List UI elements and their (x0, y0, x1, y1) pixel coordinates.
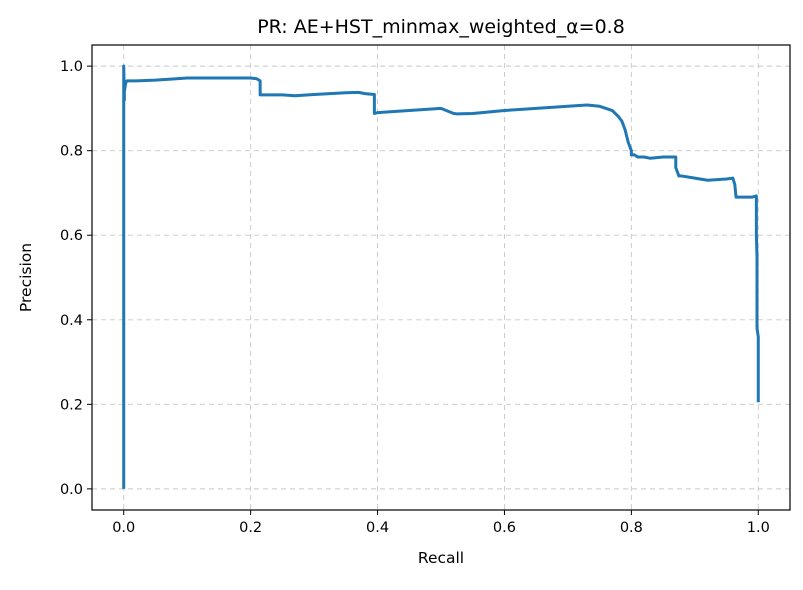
y-tick-label: 0.6 (60, 228, 83, 244)
x-tick-label: 1.0 (747, 520, 770, 536)
x-tick-label: 0.2 (239, 520, 262, 536)
x-tick-label: 0.8 (620, 520, 643, 536)
chart-title: PR: AE+HST_minmax_weighted_α=0.8 (257, 16, 625, 38)
x-tick-label: 0.0 (112, 520, 135, 536)
y-tick-label: 0.8 (60, 144, 83, 160)
y-tick-label: 0.4 (60, 313, 83, 329)
x-tick-label: 0.6 (493, 520, 516, 536)
plot-frame (91, 44, 791, 511)
series-layer (122, 64, 760, 489)
y-axis-label: Precision (17, 243, 35, 312)
ticks-layer: 0.0 0.2 0.4 0.6 0.8 1.0 0.0 0.2 0.4 0.6 0.8 1.0 (60, 59, 770, 536)
x-tick-label: 0.4 (366, 520, 389, 536)
x-axis-label: Recall (418, 549, 464, 567)
y-tick-label: 0.0 (60, 482, 83, 498)
pr-curve-line (122, 64, 760, 489)
y-tick-label: 0.2 (60, 397, 83, 413)
grid-layer (92, 45, 790, 510)
y-tick-label: 1.0 (60, 59, 83, 75)
